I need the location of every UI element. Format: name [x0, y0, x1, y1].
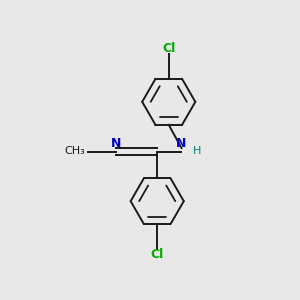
Text: Cl: Cl [151, 248, 164, 261]
Text: Cl: Cl [162, 42, 175, 55]
Text: N: N [110, 137, 121, 150]
Text: N: N [176, 137, 187, 150]
Text: H: H [193, 146, 201, 157]
Text: CH₃: CH₃ [65, 146, 85, 157]
